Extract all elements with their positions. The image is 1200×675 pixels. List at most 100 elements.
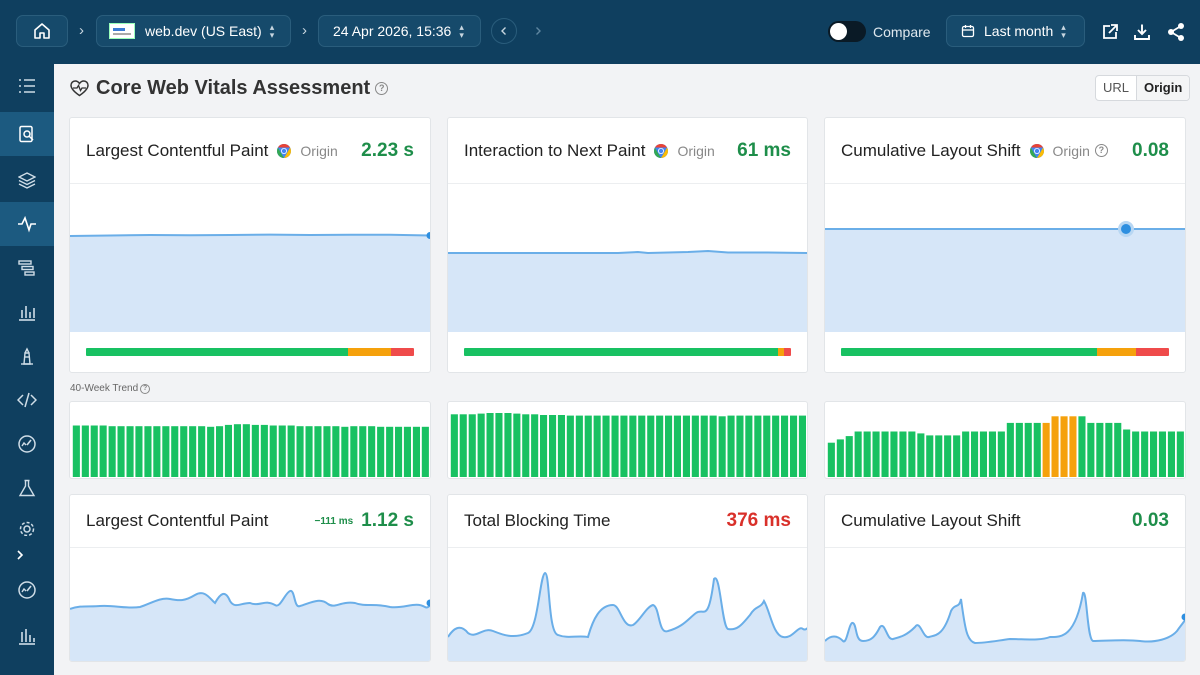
trend-bar[interactable] [854,431,862,478]
trend-bar[interactable] [1033,422,1041,477]
sidebar-item-waterfall[interactable] [0,246,54,290]
trend-bar[interactable] [216,426,224,477]
share-button[interactable] [1164,20,1188,44]
trend-bar[interactable] [72,425,80,478]
trend-bar[interactable] [549,415,557,477]
trend-bar[interactable] [332,426,340,477]
prev-button[interactable] [491,18,517,44]
trend-bar[interactable] [1158,431,1166,478]
trend-bar[interactable] [962,431,970,478]
trend-bar[interactable] [126,426,134,477]
trend-bar[interactable] [180,426,188,477]
trend-bar[interactable] [450,414,458,477]
trend-bar[interactable] [531,414,539,477]
site-selector[interactable]: web.dev (US East) ▴ ▾ [96,15,291,47]
trend-bar[interactable] [611,415,619,477]
trend-bar[interactable] [917,433,925,477]
sidebar-item-page-search[interactable] [0,112,54,156]
trend-bar[interactable] [1015,422,1023,477]
trend-bar[interactable] [412,426,420,477]
trend-bar[interactable] [144,426,152,477]
trend-bar[interactable] [899,431,907,478]
trend-bar[interactable] [575,415,583,477]
trend-bar[interactable] [171,426,179,477]
sidebar-item-speed-2[interactable] [0,568,54,612]
trend-bar[interactable] [656,415,664,477]
trend-bar[interactable] [323,426,331,477]
sidebar-item-list[interactable] [0,64,54,108]
sidebar-item-reports[interactable] [0,614,54,658]
trend-bar[interactable] [673,415,681,477]
trend-bar[interactable] [108,426,116,477]
trend-bar[interactable] [718,416,726,477]
trend-bar[interactable] [350,426,358,477]
trend-bar[interactable] [135,426,143,477]
trend-bar[interactable] [953,435,961,477]
trend-bar[interactable] [540,415,548,477]
trend-bar[interactable] [593,415,601,477]
trend-bar[interactable] [754,415,762,477]
trend-bar[interactable] [629,415,637,477]
trend-bar[interactable] [863,431,871,478]
trend-bar[interactable] [790,415,798,477]
trend-bar[interactable] [781,415,789,477]
trend-bar[interactable] [727,415,735,477]
sidebar-item-layers[interactable] [0,158,54,202]
trend-bar[interactable] [845,436,853,477]
trend-bar[interactable] [1051,416,1059,477]
trend-bar[interactable] [153,426,161,477]
trend-bar[interactable] [944,435,952,477]
trend-bar[interactable] [647,415,655,477]
trend-bar[interactable] [971,431,979,478]
trend-bar[interactable] [763,415,771,477]
trend-bar[interactable] [368,426,376,477]
trend-bar[interactable] [872,431,880,478]
trend-bar[interactable] [908,431,916,478]
trend-bar[interactable] [638,415,646,477]
trend-bar[interactable] [1096,422,1104,477]
trend-bar[interactable] [269,425,277,478]
date-selector[interactable]: 24 Apr 2026, 15:36 ▴ ▾ [318,15,481,47]
trend-bar[interactable] [403,426,411,477]
origin-option[interactable]: Origin [1136,76,1190,100]
trend-bar[interactable] [979,431,987,478]
range-selector[interactable]: Last month ▴ ▾ [946,15,1085,47]
trend-bar[interactable] [566,415,574,477]
trend-bar[interactable] [233,424,241,477]
trend-bar[interactable] [314,426,322,477]
trend-bar[interactable] [359,426,367,477]
trend-bar[interactable] [682,415,690,477]
url-option[interactable]: URL [1103,80,1130,95]
trend-bar[interactable] [745,415,753,477]
trend-bar[interactable] [522,414,530,477]
trend-bar[interactable] [1176,431,1184,478]
trend-bar[interactable] [117,426,125,477]
sidebar-item-settings[interactable] [0,510,54,536]
trend-bar[interactable] [1069,416,1077,477]
download-button[interactable] [1130,20,1154,44]
trend-bar[interactable] [1042,422,1050,477]
trend-bar[interactable] [198,426,206,477]
trend-bar[interactable] [242,424,250,477]
trend-bar[interactable] [736,415,744,477]
trend-bar[interactable] [1123,429,1131,478]
sidebar-item-bar-chart[interactable] [0,290,54,334]
trend-bar[interactable] [1105,422,1113,477]
trend-bar[interactable] [287,425,295,478]
trend-bar[interactable] [557,415,565,477]
sidebar-item-code[interactable] [0,378,54,422]
trend-bar[interactable] [584,415,592,477]
trend-bar[interactable] [513,413,521,477]
trend-bar[interactable] [772,415,780,477]
trend-bar[interactable] [881,431,889,478]
trend-bar[interactable] [1087,422,1095,477]
help-icon[interactable]: ? [1094,144,1108,157]
sidebar-item-lab[interactable] [0,466,54,510]
trend-bar[interactable] [1132,431,1140,478]
help-icon[interactable]: ? [140,383,151,394]
trend-bar[interactable] [1150,431,1158,478]
trend-bar[interactable] [620,415,628,477]
trend-bar[interactable] [468,414,476,477]
trend-bar[interactable] [495,413,503,477]
trend-bar[interactable] [278,425,286,478]
